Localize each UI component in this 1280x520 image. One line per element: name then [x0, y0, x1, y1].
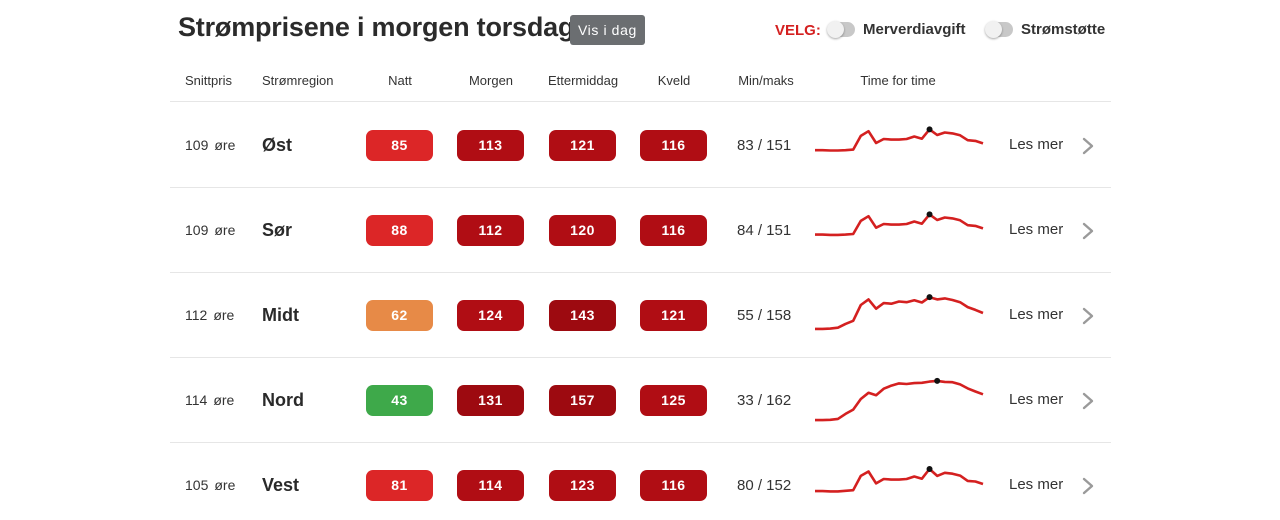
price-badge-morgen: 112 [457, 215, 524, 246]
velg-label: VELG: [775, 22, 821, 39]
sparkline-path [815, 213, 984, 237]
sparkline-peak-dot [926, 466, 933, 473]
price-badge-ettermiddag: 120 [549, 215, 616, 246]
hourly-sparkline [815, 126, 984, 152]
toggle-label-stromstotte: Strømstøtte [1021, 21, 1106, 38]
table-row[interactable]: 105 øre Vest 81 114 123 116 80 / 152 Les mer [170, 443, 1111, 520]
col-header-min-maks: Min/maks [738, 73, 794, 88]
page-header: Strømprisene i morgen torsdag Vis i dag … [178, 12, 1108, 48]
toggle-stromstotte[interactable]: Strømstøtte [985, 21, 1106, 38]
col-header-snittpris: Snittpris [185, 73, 232, 88]
col-header-ettermiddag: Ettermiddag [547, 73, 619, 88]
price-badge-natt: 81 [366, 470, 433, 501]
col-header-stromregion: Strømregion [262, 73, 334, 88]
price-badge-natt: 62 [366, 300, 433, 331]
sparkline-path [815, 467, 984, 493]
table-row[interactable]: 112 øre Midt 62 124 143 121 55 / 158 Les mer [170, 273, 1111, 358]
hourly-sparkline [815, 377, 984, 422]
hourly-sparkline [815, 466, 984, 493]
table-row[interactable]: 109 øre Sør 88 112 120 116 84 / 151 Les mer [170, 188, 1111, 273]
toggle-label-merverdiavgift: Merverdiavgift [863, 21, 966, 38]
avg-price-unit: øre [214, 137, 236, 153]
chevron-right-icon[interactable] [1081, 222, 1095, 240]
sparkline-path [815, 379, 984, 422]
chevron-right-icon[interactable] [1081, 477, 1095, 495]
chevron-right-icon[interactable] [1081, 307, 1095, 325]
toggle-knob [985, 21, 1002, 38]
les-mer-link[interactable]: Les mer [1009, 306, 1064, 323]
price-badge-kveld: 116 [640, 215, 707, 246]
chevron-right-icon[interactable] [1081, 392, 1095, 410]
les-mer-link[interactable]: Les mer [1009, 391, 1064, 408]
avg-price-value: 114 [185, 392, 208, 408]
avg-price: 114 øre [185, 392, 234, 408]
price-badge-kveld: 116 [640, 130, 707, 161]
chevron-right-icon[interactable] [1081, 137, 1095, 155]
sparkline-peak-dot [926, 126, 933, 133]
avg-price: 105 øre [185, 477, 235, 493]
avg-price-value: 112 [185, 307, 208, 323]
sparkline-path [815, 128, 984, 152]
avg-price-value: 109 [185, 137, 209, 153]
avg-price-unit: øre [214, 477, 236, 493]
avg-price-unit: øre [213, 307, 235, 323]
region-name: Øst [262, 135, 293, 155]
price-badge-natt: 43 [366, 385, 433, 416]
region-name: Sør [262, 220, 293, 240]
price-badge-ettermiddag: 121 [549, 130, 616, 161]
toggle-switch-stromstotte[interactable] [985, 21, 1013, 38]
table-row[interactable]: 114 øre Nord 43 131 157 125 33 / 162 Les mer [170, 358, 1111, 443]
les-mer-link[interactable]: Les mer [1009, 476, 1064, 493]
price-badge-ettermiddag: 143 [549, 300, 616, 331]
vis-i-dag-button[interactable]: Vis i dag [570, 15, 645, 45]
price-badge-ettermiddag: 157 [549, 385, 616, 416]
col-header-morgen: Morgen [468, 73, 514, 88]
toggle-merverdiavgift[interactable]: Merverdiavgift [827, 21, 966, 38]
price-badge-kveld: 121 [640, 300, 707, 331]
price-badge-morgen: 114 [457, 470, 524, 501]
min-max-value: 83 / 151 [737, 137, 792, 154]
min-max-value: 84 / 151 [737, 222, 792, 239]
les-mer-link[interactable]: Les mer [1009, 136, 1064, 153]
min-max-value: 80 / 152 [737, 477, 792, 494]
price-badge-morgen: 113 [457, 130, 524, 161]
price-badge-morgen: 124 [457, 300, 524, 331]
hourly-sparkline [815, 211, 984, 237]
col-header-natt: Natt [388, 73, 412, 88]
min-max-value: 55 / 158 [737, 307, 792, 324]
price-badge-morgen: 131 [457, 385, 524, 416]
price-badge-kveld: 116 [640, 470, 707, 501]
les-mer-link[interactable]: Les mer [1009, 221, 1064, 238]
price-badge-kveld: 125 [640, 385, 707, 416]
avg-price-value: 105 [185, 477, 209, 493]
price-badge-ettermiddag: 123 [549, 470, 616, 501]
avg-price-value: 109 [185, 222, 209, 238]
avg-price-unit: øre [213, 392, 235, 408]
region-name: Vest [262, 475, 300, 495]
sparkline-peak-dot [934, 377, 941, 384]
region-name: Midt [262, 305, 299, 325]
price-badge-natt: 85 [366, 130, 433, 161]
toggle-knob [827, 21, 844, 38]
sparkline-peak-dot [926, 294, 933, 301]
price-badge-natt: 88 [366, 215, 433, 246]
hourly-sparkline [815, 294, 984, 331]
avg-price: 112 øre [185, 307, 234, 323]
page-title: Strømprisene i morgen torsdag [178, 12, 575, 42]
table-row[interactable]: 109 øre Øst 85 113 121 116 83 / 151 Les mer [170, 103, 1111, 188]
min-max-value: 33 / 162 [737, 392, 792, 409]
sparkline-path [815, 295, 984, 331]
avg-price-unit: øre [214, 222, 236, 238]
toggle-switch-merverdiavgift[interactable] [827, 21, 855, 38]
col-header-kveld: Kveld [657, 73, 691, 88]
col-header-time-for-time: Time for time [860, 73, 936, 88]
avg-price: 109 øre [185, 222, 235, 238]
avg-price: 109 øre [185, 137, 235, 153]
table-header: Snittpris Strømregion Natt Morgen Etterm… [170, 64, 1111, 102]
region-name: Nord [262, 390, 304, 410]
sparkline-peak-dot [926, 211, 933, 218]
